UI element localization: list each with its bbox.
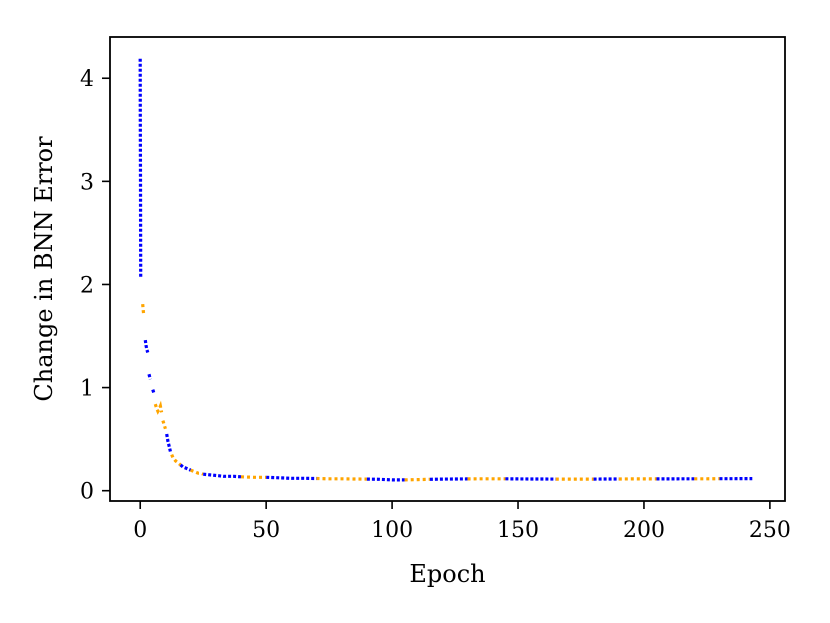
y-tick-label: 3 [80,170,94,195]
y-tick-label: 2 [80,273,94,298]
x-tick-label: 50 [252,518,280,543]
series-segment-blue [143,339,150,353]
y-tick-label: 4 [80,67,94,92]
x-tick-label: 200 [623,518,665,543]
y-axis-label: Change in BNN Error [30,136,58,402]
x-axis-label: Epoch [409,560,485,588]
x-tick-label: 250 [749,518,791,543]
series-segment-orange [153,400,164,415]
series-segment-orange [170,453,182,467]
x-tick-label: 0 [133,518,147,543]
series-segment-orange [190,468,204,476]
series-segment-blue [366,477,405,482]
series-segment-orange [240,475,267,479]
plot-lines [138,58,753,482]
series-segment-blue [266,475,317,481]
plot-frame [109,36,786,502]
series-segment-blue [138,58,143,278]
y-axis-ticks: 0 1 2 3 4 [80,67,110,505]
x-tick-label: 100 [371,518,413,543]
series-segment-orange [161,420,167,430]
y-tick-label: 1 [80,377,94,402]
x-tick-label: 150 [497,518,539,543]
y-tick-label: 0 [80,480,94,505]
series-segment-blue [151,389,156,395]
series-segment-orange [141,303,146,316]
series-segment-blue [165,433,172,452]
x-axis-ticks: 0 50 100 150 200 250 [133,501,791,543]
series-segment-orange [404,477,430,482]
series-segment-blue [179,463,192,472]
series-segment-blue [203,472,242,479]
series-segment-orange [316,476,367,481]
series-segment-blue [147,373,152,380]
